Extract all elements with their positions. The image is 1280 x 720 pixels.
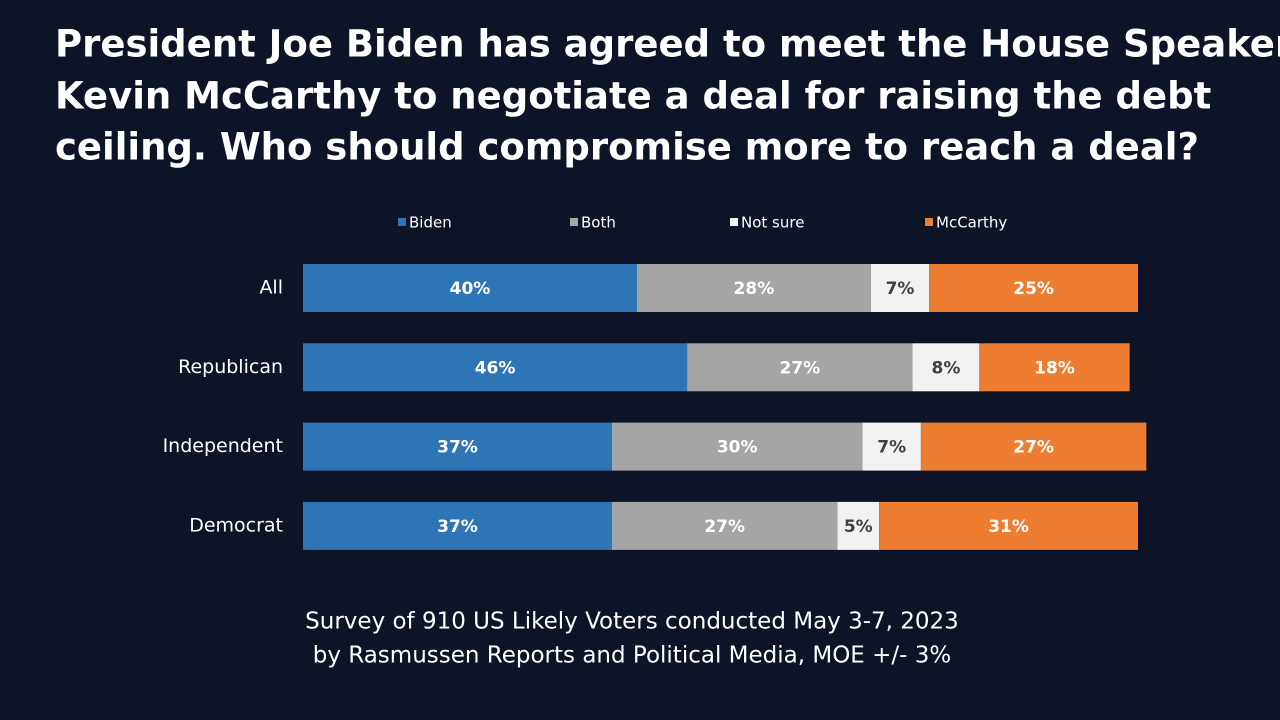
value-label: 28% (734, 279, 775, 299)
legend-label: McCarthy (936, 214, 1007, 232)
legend-swatch (570, 218, 578, 226)
legend-label: Not sure (741, 214, 804, 232)
category-label: Republican (178, 356, 283, 378)
bar-segment (687, 343, 913, 392)
value-label: 7% (886, 279, 915, 299)
legend-swatch (925, 218, 933, 226)
bar-segment (303, 422, 612, 471)
value-label: 27% (704, 517, 745, 537)
bar-segment (979, 343, 1130, 392)
value-label: 27% (779, 358, 820, 378)
bar-segment (303, 264, 637, 312)
value-label: 18% (1034, 358, 1075, 378)
footnote: by Rasmussen Reports and Political Media… (313, 643, 952, 669)
value-label: 37% (437, 517, 478, 537)
legend-swatch (398, 218, 406, 226)
value-label: 46% (475, 358, 516, 378)
bar-segment (920, 422, 1147, 471)
bar-segment (303, 501, 612, 550)
value-label: 31% (988, 517, 1029, 537)
bar-segment (912, 343, 980, 392)
category-label: Democrat (189, 514, 283, 536)
bar-segment (929, 264, 1138, 312)
bar-segment (870, 264, 930, 312)
bar-segment (611, 422, 863, 471)
value-label: 30% (717, 438, 758, 458)
value-label: 5% (844, 517, 873, 537)
chart-title: ceiling. Who should compromise more to r… (55, 126, 1199, 169)
bar-segment (611, 501, 838, 550)
bar-segment (837, 501, 880, 550)
value-label: 40% (450, 279, 491, 299)
footnote: Survey of 910 US Likely Voters conducted… (305, 609, 959, 635)
legend-label: Both (581, 214, 616, 232)
value-label: 25% (1013, 279, 1054, 299)
bar-segment (637, 264, 871, 312)
legend-label: Biden (409, 214, 452, 232)
value-label: 8% (932, 358, 961, 378)
category-label: All (259, 277, 283, 299)
chart-title: President Joe Biden has agreed to meet t… (55, 23, 1280, 66)
value-label: 37% (437, 438, 478, 458)
bar-segment (303, 343, 688, 392)
bar-segment (879, 501, 1138, 550)
bar-segment (862, 422, 921, 471)
legend-swatch (730, 218, 738, 226)
value-label: 7% (877, 438, 906, 458)
category-label: Independent (163, 435, 283, 457)
value-label: 27% (1013, 438, 1054, 458)
chart-title: Kevin McCarthy to negotiate a deal for r… (55, 75, 1211, 118)
